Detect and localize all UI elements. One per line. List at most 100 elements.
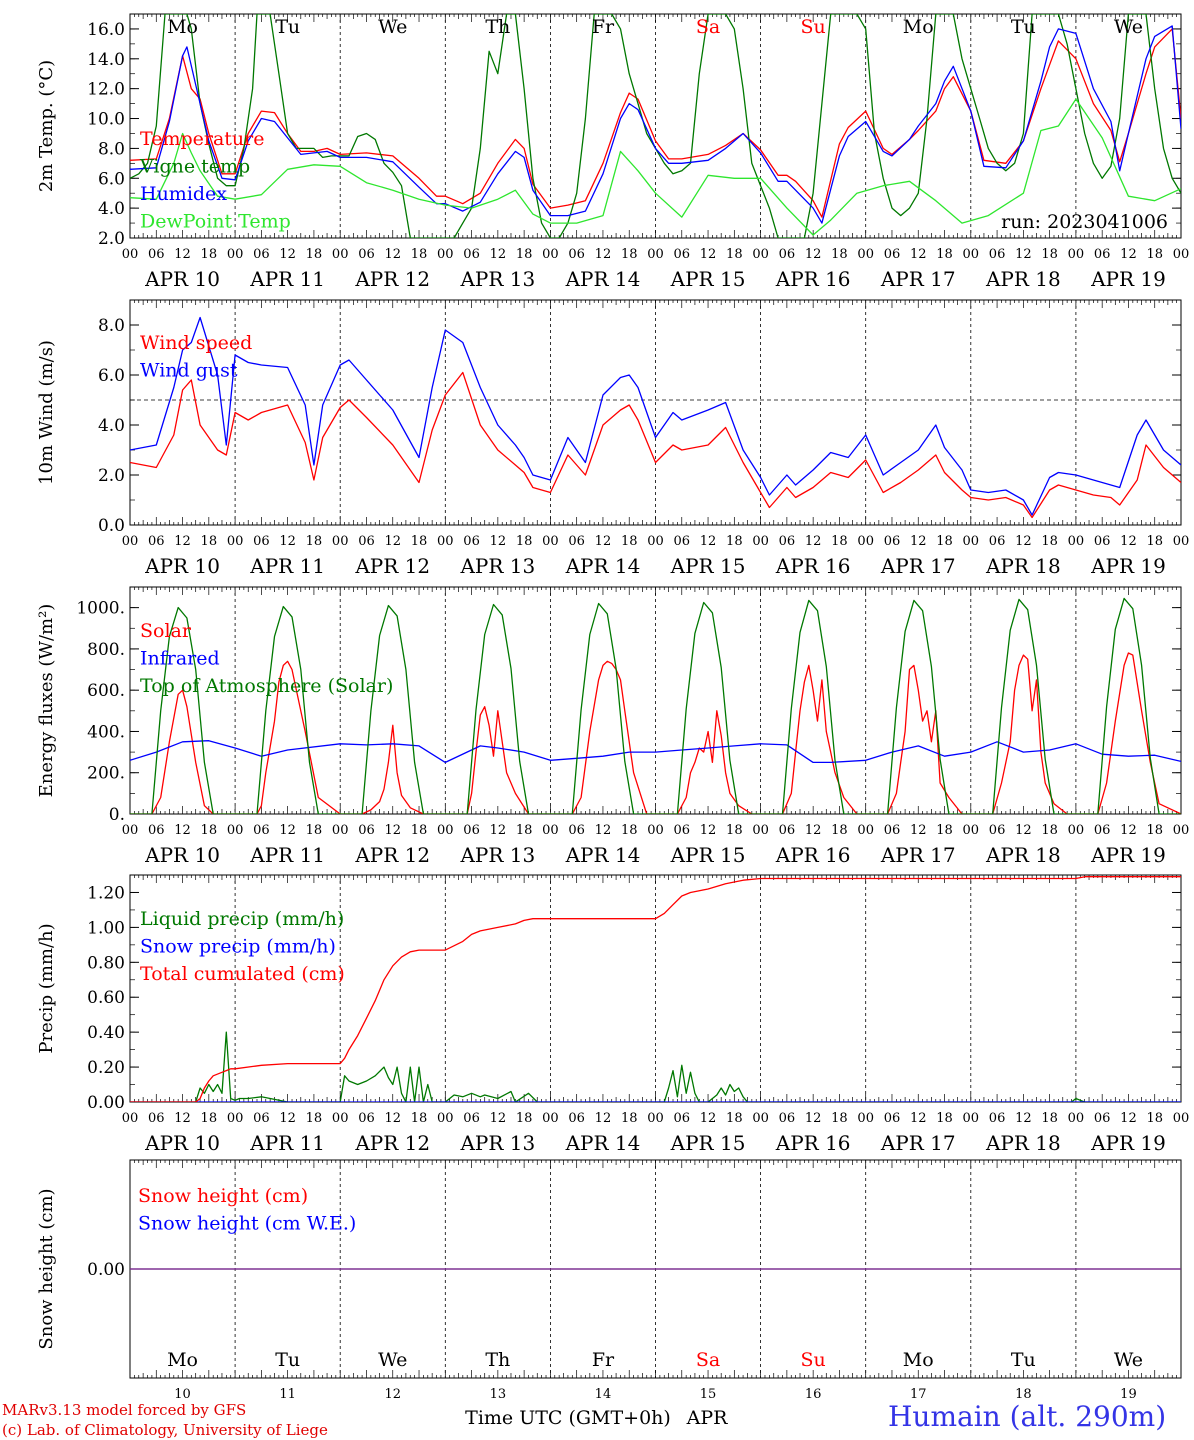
x-hour-label: 12 — [910, 823, 927, 838]
x-hour-label: 06 — [779, 1111, 796, 1126]
legend-entry: Snow height (cm) — [138, 1185, 308, 1207]
x-hour-label: 06 — [989, 534, 1006, 549]
series-line-total-cumulated-cm- — [130, 876, 1181, 1102]
y-tick-label: 6.0 — [98, 366, 125, 386]
x-hour-label: 06 — [253, 1111, 270, 1126]
x-hour-label: 00 — [647, 1111, 664, 1126]
x-hour-label: 18 — [201, 1111, 218, 1126]
y-tick-label: 0.20 — [87, 1058, 125, 1078]
x-hour-label: 00 — [122, 247, 139, 262]
x-date-label: APR 10 — [144, 843, 220, 867]
y-tick-label: 0. — [109, 805, 125, 825]
x-hour-label: 12 — [174, 1111, 191, 1126]
series-line-liquid-precip-mm-h- — [130, 1031, 1181, 1102]
x-date-label: APR 19 — [1090, 267, 1166, 291]
x-date-label: APR 19 — [1090, 1131, 1166, 1155]
day-abbr-bottom: Su — [801, 1349, 826, 1371]
x-hour-label: 12 — [174, 247, 191, 262]
x-hour-label: 18 — [1041, 247, 1058, 262]
x-hour-label: 12 — [1015, 247, 1032, 262]
x-hour-label: 06 — [989, 247, 1006, 262]
x-date-label: APR 15 — [670, 267, 746, 291]
series-line-infrared — [130, 740, 1181, 764]
x-hour-label: 18 — [411, 534, 428, 549]
x-date-label: APR 16 — [775, 1131, 851, 1155]
x-hour-label: 00 — [1068, 823, 1085, 838]
x-hour-label: 00 — [332, 247, 349, 262]
x-date-label: APR 18 — [985, 1131, 1061, 1155]
day-number: 15 — [700, 1387, 717, 1402]
series-line-solar — [130, 652, 1181, 814]
x-hour-label: 00 — [647, 534, 664, 549]
x-hour-label: 00 — [1173, 534, 1190, 549]
x-hour-label: 12 — [910, 534, 927, 549]
x-hour-label: 12 — [1120, 247, 1137, 262]
x-hour-label: 00 — [963, 247, 980, 262]
x-hour-label: 18 — [411, 1111, 428, 1126]
day-number: 17 — [910, 1387, 927, 1402]
x-hour-label: 18 — [1146, 247, 1163, 262]
x-date-label: APR 14 — [565, 1131, 641, 1155]
day-abbr-bottom: Fr — [592, 1349, 615, 1371]
x-hour-label: 18 — [411, 247, 428, 262]
legend-entry: Top of Atmosphere (Solar) — [140, 675, 393, 697]
series-group — [130, 876, 1181, 1102]
x-hour-label: 06 — [463, 823, 480, 838]
x-hour-label: 06 — [148, 247, 165, 262]
x-hour-label: 06 — [884, 534, 901, 549]
panel-precip: 0.00 0.20 0.40 0.60 0.80 1.00 1.20 Precip (mm/h… — [36, 874, 1189, 1155]
day-number: 18 — [1015, 1387, 1032, 1402]
x-hour-label: 12 — [805, 1111, 822, 1126]
x-hour-label: 06 — [1094, 534, 1111, 549]
day-abbr-top: Su — [801, 16, 826, 38]
x-hour-label: 00 — [857, 247, 874, 262]
day-abbr-top: We — [378, 16, 407, 38]
x-hour-label: 06 — [674, 534, 691, 549]
legend-entry: Infrared — [140, 648, 220, 670]
day-abbr-bottom: We — [1114, 1349, 1143, 1371]
y-axis-label: 2m Temp. (°C) — [36, 60, 57, 192]
day-abbr-top: Th — [485, 16, 510, 38]
y-tick-label: 0.00 — [87, 1093, 125, 1113]
x-hour-label: 18 — [306, 823, 323, 838]
series-group — [130, 597, 1181, 814]
x-hour-label: 12 — [490, 534, 507, 549]
x-hour-label: 18 — [936, 534, 953, 549]
x-date-label: APR 16 — [775, 267, 851, 291]
day-number: 14 — [595, 1387, 612, 1402]
x-hour-label: 12 — [1120, 534, 1137, 549]
series-group — [130, 316, 1181, 519]
x-hour-label: 00 — [963, 534, 980, 549]
x-hour-label: 06 — [674, 247, 691, 262]
x-date-label: APR 13 — [459, 1131, 535, 1155]
x-hour-label: 06 — [884, 1111, 901, 1126]
x-date-label: APR 13 — [459, 554, 535, 578]
legend-entry: Total cumulated (cm) — [140, 963, 345, 985]
y-tick-label: 16.0 — [87, 20, 125, 40]
x-hour-label: 12 — [490, 823, 507, 838]
x-hour-label: 12 — [174, 534, 191, 549]
x-hour-label: 06 — [779, 534, 796, 549]
y-tick-label: 0.40 — [87, 1023, 125, 1043]
x-hour-label: 12 — [490, 1111, 507, 1126]
x-hour-label: 12 — [1120, 823, 1137, 838]
y-axis-label: Snow height (cm) — [36, 1188, 57, 1349]
x-hour-label: 00 — [857, 823, 874, 838]
day-number: 13 — [490, 1387, 507, 1402]
day-number: 11 — [279, 1387, 296, 1402]
x-hour-label: 18 — [726, 1111, 743, 1126]
x-hour-label: 00 — [647, 823, 664, 838]
x-date-label: APR 17 — [880, 843, 956, 867]
x-hour-label: 00 — [227, 823, 244, 838]
x-date-label: APR 19 — [1090, 843, 1166, 867]
x-hour-label: 18 — [201, 534, 218, 549]
x-hour-label: 06 — [674, 1111, 691, 1126]
x-hour-label: 18 — [516, 534, 533, 549]
x-hour-label: 12 — [279, 534, 296, 549]
day-abbr-top: Tu — [1011, 16, 1036, 38]
legend-entry: Vigne temp — [139, 156, 250, 178]
x-hour-label: 18 — [516, 1111, 533, 1126]
x-hour-label: 18 — [936, 247, 953, 262]
x-axis-title: Time UTC (GMT+0h) — [465, 1407, 671, 1429]
